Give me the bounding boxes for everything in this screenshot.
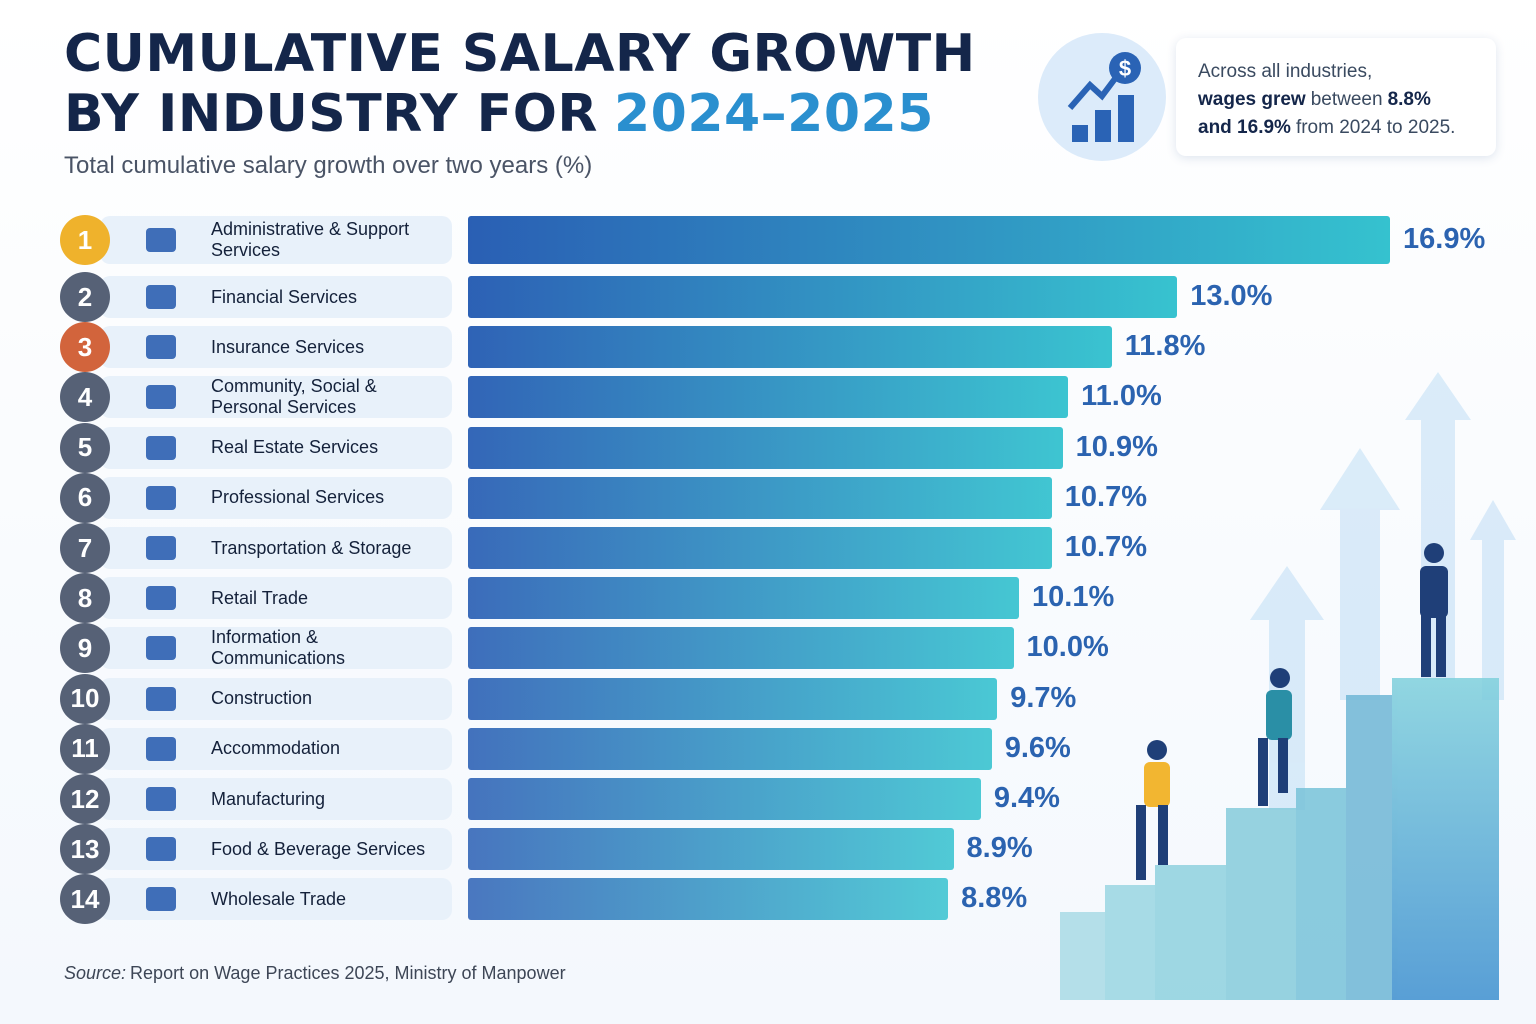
callout-text: 8.8% (1387, 89, 1431, 110)
title-line: CUMULATIVE SALARY GROWTH (64, 24, 976, 84)
rank-badge: 9 (60, 623, 110, 674)
callout-text: and 16.9% (1198, 117, 1291, 138)
callout-segment: and 16.9% (1198, 117, 1291, 138)
subtitle: Total cumulative salary growth over two … (64, 152, 593, 179)
category-label: Wholesale Trade (211, 888, 347, 909)
category-label: Professional Services (211, 487, 385, 508)
callout-line: wages grew between 8.8% (1198, 86, 1496, 114)
category-label: Financial Services (211, 286, 358, 307)
category-label: Insurance Services (211, 336, 365, 357)
bar (468, 326, 1112, 369)
callout: Across all industries, wages grew between 8… (1176, 38, 1496, 156)
category-icon (146, 285, 176, 309)
bar (468, 627, 1014, 670)
rank-badge: 7 (60, 523, 110, 573)
category-label: Manufacturing (211, 788, 326, 809)
value-label: 8.9% (966, 832, 1033, 865)
rank-badge: 2 (60, 272, 110, 322)
callout-line: Across all industries, (1198, 58, 1496, 86)
callout-text: from 2024 to 2025. (1295, 117, 1456, 138)
category-icon (146, 636, 176, 661)
callout-line: and 16.9% from 2024 to 2025. (1198, 114, 1496, 142)
rank-badge: 5 (60, 422, 110, 473)
value-label: 10.0% (1026, 631, 1109, 664)
rank-badge: 12 (60, 774, 110, 824)
category-icon (146, 787, 176, 811)
bar (468, 677, 998, 720)
title-line: BY INDUSTRY FOR (64, 84, 598, 144)
value-label: 10.1% (1032, 581, 1115, 614)
value-label: 11.0% (1081, 380, 1162, 413)
callout-segment: 8.8% (1388, 89, 1431, 110)
bar (468, 376, 1069, 419)
stairs (1060, 678, 1499, 1000)
category-icon (146, 485, 176, 510)
bar (468, 577, 1020, 620)
rank-badge: 14 (60, 874, 110, 925)
header-icon: $ (1038, 33, 1166, 161)
rank-badge: 10 (60, 673, 110, 724)
callout-text: wages grew (1198, 89, 1306, 110)
title-highlight: 2024–2025 (613, 84, 934, 144)
category-icon (146, 228, 176, 252)
chart-title: CUMULATIVE SALARY GROWTH BY INDUSTRY FOR… (64, 24, 976, 144)
source: Source: Report on Wage Practices 2025, Mi… (64, 963, 566, 984)
callout-text: between (1310, 89, 1383, 110)
rank-badge: 6 (60, 472, 110, 523)
value-label: 16.9% (1403, 223, 1486, 255)
bar (468, 216, 1390, 264)
people (1136, 543, 1448, 880)
category-label: Food & Beverage Services (211, 838, 426, 859)
category-icon (146, 686, 176, 711)
callout-segment: wages grew (1198, 89, 1306, 110)
category-icon (146, 736, 176, 761)
category-icon (146, 435, 176, 460)
category-label: Administrative & Support Services (211, 219, 410, 260)
source-label: Source: (64, 963, 127, 983)
bar (468, 878, 949, 921)
rank-badge: 4 (60, 372, 110, 423)
source-text: Report on Wage Practices 2025, Ministry … (130, 963, 566, 983)
rank-badge: 13 (60, 824, 110, 875)
value-label: 10.7% (1064, 531, 1147, 563)
value-label: 8.8% (961, 882, 1028, 915)
value-label: 9.4% (993, 782, 1060, 814)
value-label: 9.7% (1010, 681, 1077, 714)
bar (468, 527, 1052, 569)
value-label: 11.8% (1124, 330, 1206, 363)
category-label: Community, Social & Personal Services (211, 376, 377, 418)
category-label: Accommodation (211, 738, 341, 759)
category-icon (146, 887, 176, 912)
rank-badge: 1 (60, 215, 110, 265)
category-label: Information & Communications (211, 627, 346, 669)
callout-text: Across all industries, (1198, 61, 1373, 82)
value-label: 10.7% (1064, 480, 1147, 513)
category-icon (146, 335, 176, 360)
value-label: 13.0% (1190, 280, 1273, 312)
bar (468, 727, 992, 770)
category-icon (146, 837, 176, 862)
category-icon (146, 586, 176, 611)
svg-text:$: $ (1119, 56, 1131, 81)
value-label: 9.6% (1004, 731, 1071, 764)
category-label: Retail Trade (211, 587, 309, 608)
category-label: Real Estate Services (211, 437, 379, 458)
category-icon (146, 385, 176, 410)
rank-badge: 11 (60, 723, 110, 774)
bar (468, 276, 1178, 318)
bar (468, 778, 981, 820)
category-icon (146, 536, 176, 560)
rank-badge: 3 (60, 322, 110, 373)
category-label: Construction (211, 688, 313, 709)
category-label: Transportation & Storage (211, 537, 412, 558)
bar (468, 828, 954, 871)
value-label: 10.9% (1075, 430, 1158, 463)
rank-badge: 8 (60, 573, 110, 624)
bar (468, 426, 1063, 469)
bar (468, 476, 1052, 519)
